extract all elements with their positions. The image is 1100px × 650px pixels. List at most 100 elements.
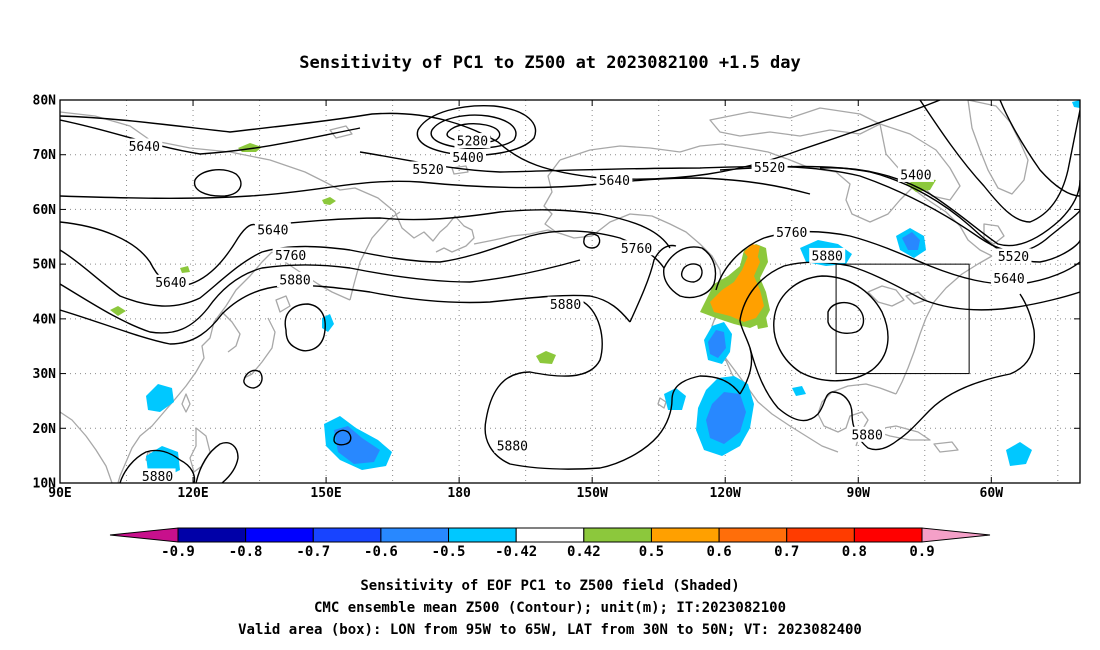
colorbar-box	[380, 527, 450, 543]
coastline-cuba	[871, 425, 931, 441]
shade-negative-0.42-arctic	[1072, 100, 1080, 108]
contour-label: 5640	[129, 140, 160, 155]
coastline-great-lakes	[867, 285, 927, 307]
coastline-baffin	[879, 123, 961, 201]
contour-5880-pacific-trough	[484, 299, 741, 470]
coastline-asia	[60, 111, 475, 253]
contour-5760-inner-ring	[680, 263, 703, 283]
contour-5880-east	[739, 261, 1080, 321]
colorbar-low-triangle	[109, 527, 179, 543]
contour-label-background	[751, 159, 788, 175]
map-axis-ticks: 90E 120E 150E 180 150W 120W 90W 60W 80N 70N 60N 50N…	[33, 94, 1080, 501]
contour-5640-west	[257, 209, 671, 249]
contour-label: 5640	[257, 224, 288, 239]
coastline-arctic-islands	[709, 107, 881, 137]
colorbar-tick-label: -0.6	[364, 544, 398, 560]
contour-label: 5880	[812, 249, 843, 264]
contour-label: 5880	[497, 439, 528, 454]
lat-lon-grid	[60, 100, 1080, 483]
caption-line-2: CMC ensemble mean Z500 (Contour); unit(m…	[314, 600, 786, 616]
contour-label: 5400	[900, 168, 931, 183]
map-frame	[59, 99, 1081, 484]
colorbar-box	[650, 527, 720, 543]
contour-label-background	[809, 247, 846, 263]
shade-negative-0.42-hawaii	[664, 388, 686, 410]
colorbar-tick-label: 0.6	[706, 544, 731, 560]
lat-tick-label: 60N	[33, 203, 57, 218]
contour-label-background	[596, 172, 633, 188]
lon-tick-label: 90W	[847, 486, 871, 501]
lat-tick-label: 80N	[33, 94, 57, 109]
contour-5400-east	[819, 167, 1080, 247]
contour-labels: 5640 528054005520564055205400564057605640…	[126, 133, 1032, 485]
lon-tick-label: 60W	[980, 486, 1004, 501]
coastline-alaska-west	[543, 159, 593, 239]
lon-tick-label: 150W	[577, 486, 608, 501]
colorbar-box	[853, 527, 923, 543]
colorbar-box	[786, 527, 855, 543]
contour-label: 5760	[621, 242, 652, 257]
contour-label-background	[991, 270, 1028, 286]
colorbar-box	[245, 527, 314, 543]
coastline-indochina	[60, 411, 113, 483]
contour-label: 5640	[155, 276, 186, 291]
coastline-labrador	[911, 187, 993, 257]
contour-5880-low-ring	[773, 275, 889, 382]
contour-label-background	[126, 138, 163, 154]
contour-label-background	[272, 247, 309, 263]
colorbar-tick-label: -0.9	[161, 544, 195, 560]
contour-5640-siberia-ring	[193, 169, 242, 197]
coastline-hawaii	[657, 397, 667, 409]
shade-positive-0.6-upper	[744, 244, 760, 260]
contour-label: 5520	[998, 250, 1029, 265]
colorbar-high-triangle	[921, 527, 991, 543]
contour-5640-mid	[60, 177, 811, 200]
coastline-hudson-bay	[835, 171, 913, 223]
coastline-hokkaido	[275, 295, 291, 313]
coastline-hispaniola	[933, 441, 959, 453]
contour-5400-east-2	[919, 100, 1080, 223]
lat-tick-label: 20N	[33, 422, 57, 437]
lon-tick-label: 90E	[48, 486, 71, 501]
colorbar-box	[583, 527, 652, 543]
lat-tick-label: 30N	[33, 367, 57, 382]
coastline-greenland	[967, 100, 1029, 195]
lat-tick-label: 70N	[33, 148, 57, 163]
contour-5880-core-ring	[827, 301, 865, 334]
colorbar-tick-label: -0.7	[296, 544, 330, 560]
coastline-new-siberian	[329, 125, 353, 139]
contour-5880-south-asia-2	[195, 442, 239, 483]
contour-label: 5760	[275, 249, 306, 264]
contour-5400-ring-mid	[430, 114, 517, 149]
contour-5400-ring-inner	[446, 123, 501, 144]
contour-label-background	[773, 224, 810, 240]
contour-label-background	[547, 296, 584, 312]
contour-5760-west	[60, 230, 665, 307]
lat-tick-label: 40N	[33, 312, 57, 327]
lon-tick-label: 180	[447, 486, 471, 501]
lon-tick-label: 150E	[310, 486, 341, 501]
shade-positive-0.5-china	[110, 306, 126, 316]
colorbar-tick-label: 0.9	[909, 544, 934, 560]
lat-tick-label: 10N	[33, 477, 57, 492]
colorbar-box	[448, 527, 517, 543]
contour-label-background	[277, 272, 314, 288]
contour-label-background	[450, 149, 486, 165]
contour-label-background	[152, 274, 189, 290]
contour-label-background	[995, 248, 1032, 264]
shade-negative-0.42-atlantic	[1006, 442, 1032, 466]
lon-tick-label: 120E	[177, 486, 208, 501]
contour-label-background	[454, 133, 491, 149]
colorbar-box	[718, 527, 788, 543]
shade-negative-0.5-west-pacific	[334, 426, 380, 464]
contour-5760-mid	[629, 244, 677, 323]
colorbar-tick-label: -0.5	[432, 544, 466, 560]
contour-label-background	[254, 222, 291, 238]
coastlines	[60, 100, 1029, 483]
contour-label: 5280	[457, 135, 488, 150]
coastline-wrangel	[451, 165, 469, 175]
contour-5880-south-ring	[333, 429, 352, 446]
contour-label: 5880	[142, 470, 173, 485]
contour-5640-north-2	[60, 119, 361, 155]
contour-5880-mexico	[749, 293, 1036, 451]
